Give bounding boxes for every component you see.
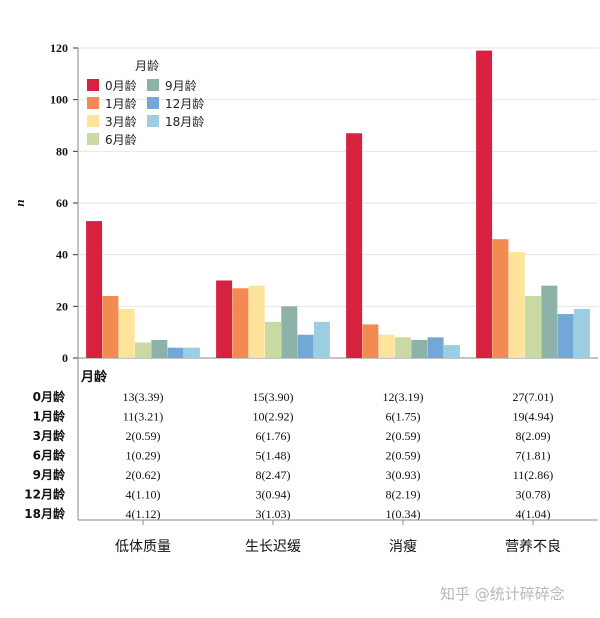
bar-0-5 <box>167 347 184 358</box>
bar-1-2 <box>248 285 265 358</box>
table-row-label: 9月龄 <box>33 467 66 482</box>
bar-3-4 <box>541 285 558 358</box>
bar-1-5 <box>297 334 314 358</box>
bar-2-4 <box>411 339 428 358</box>
bar-3-0 <box>476 50 493 358</box>
legend-label: 6月龄 <box>105 133 137 147</box>
bar-0-0 <box>86 221 103 358</box>
bar-1-0 <box>216 280 233 358</box>
bar-2-1 <box>362 324 379 358</box>
table-cell: 1(0.34) <box>386 507 421 521</box>
bar-2-3 <box>395 337 411 358</box>
legend-label: 12月龄 <box>165 97 204 111</box>
bar-2-6 <box>443 345 460 358</box>
legend-swatch <box>87 133 99 145</box>
bar-2-0 <box>346 133 363 358</box>
table-cell: 8(2.09) <box>516 429 551 443</box>
table-row-label: 1月龄 <box>33 409 66 424</box>
legend-swatch <box>147 79 159 91</box>
watermark: 知乎 @统计碎碎念 <box>440 585 565 603</box>
table-cell: 13(3.39) <box>123 390 164 404</box>
legend-label: 1月龄 <box>105 97 137 111</box>
x-category-label: 低体质量 <box>115 539 171 555</box>
legend-label: 3月龄 <box>105 115 137 129</box>
table-row-label: 0月龄 <box>33 389 66 404</box>
bar-0-4 <box>151 339 168 358</box>
table-cell: 4(1.12) <box>126 507 161 521</box>
table-cell: 6(1.75) <box>386 410 421 424</box>
table-cell: 2(0.59) <box>386 449 421 463</box>
legend-label: 9月龄 <box>165 79 197 93</box>
table-cell: 15(3.90) <box>253 390 294 404</box>
bar-3-3 <box>525 296 541 358</box>
x-category-label: 营养不良 <box>505 539 561 555</box>
bar-3-2 <box>508 252 525 358</box>
table-cell: 10(2.92) <box>253 410 294 424</box>
table-cell: 8(2.19) <box>386 488 421 502</box>
table-cell: 19(4.94) <box>513 410 554 424</box>
table-cell: 6(1.76) <box>256 429 291 443</box>
y-tick-label: 100 <box>50 93 68 107</box>
table-cell: 11(3.21) <box>123 410 164 424</box>
y-axis-label: n <box>12 199 27 206</box>
bar-0-6 <box>183 347 200 358</box>
legend-swatch <box>147 115 159 127</box>
bar-1-6 <box>313 321 330 358</box>
legend-label: 0月龄 <box>105 79 137 93</box>
bar-3-6 <box>573 308 590 358</box>
bar-0-2 <box>118 308 135 358</box>
table-cell: 3(1.03) <box>256 507 291 521</box>
table-row-label: 6月龄 <box>33 448 66 463</box>
legend-swatch <box>147 97 159 109</box>
legend-label: 18月龄 <box>165 115 204 129</box>
y-tick-label: 0 <box>62 351 68 365</box>
x-category-label: 消瘦 <box>389 538 417 555</box>
y-tick-label: 120 <box>50 41 68 55</box>
bar-0-3 <box>135 342 151 358</box>
table-cell: 4(1.04) <box>516 507 551 521</box>
table-cell: 2(0.59) <box>386 429 421 443</box>
legend-title: 月龄 <box>135 59 159 73</box>
x-category-label: 生长迟缓 <box>245 539 301 555</box>
bar-1-4 <box>281 306 298 358</box>
table-cell: 3(0.94) <box>256 488 291 502</box>
bar-2-5 <box>427 337 444 358</box>
bar-1-1 <box>232 288 249 358</box>
table-row-label: 12月龄 <box>24 487 66 502</box>
table-cell: 3(0.93) <box>386 468 421 482</box>
bar-3-5 <box>557 314 574 358</box>
bar-0-1 <box>102 296 119 358</box>
y-tick-label: 40 <box>56 248 68 262</box>
table-cell: 12(3.19) <box>383 390 424 404</box>
table-row-label: 3月龄 <box>33 428 66 443</box>
bar-3-1 <box>492 239 509 358</box>
legend-swatch <box>87 79 99 91</box>
table-cell: 8(2.47) <box>256 468 291 482</box>
bar-1-3 <box>265 321 281 358</box>
table-cell: 3(0.78) <box>516 488 551 502</box>
bar-2-2 <box>378 334 395 358</box>
table-header: 月龄 <box>80 369 108 385</box>
legend-swatch <box>87 115 99 127</box>
table-cell: 4(1.10) <box>126 488 161 502</box>
table-cell: 11(2.86) <box>513 468 554 482</box>
table-cell: 27(7.01) <box>513 390 554 404</box>
table-cell: 7(1.81) <box>516 449 551 463</box>
y-tick-label: 60 <box>56 196 68 210</box>
table-cell: 1(0.29) <box>126 449 161 463</box>
y-tick-label: 20 <box>56 299 68 313</box>
table-cell: 5(1.48) <box>256 449 291 463</box>
table-cell: 2(0.62) <box>126 468 161 482</box>
y-tick-label: 80 <box>56 144 68 158</box>
table-cell: 2(0.59) <box>126 429 161 443</box>
legend-swatch <box>87 97 99 109</box>
table-row-label: 18月龄 <box>24 506 66 521</box>
